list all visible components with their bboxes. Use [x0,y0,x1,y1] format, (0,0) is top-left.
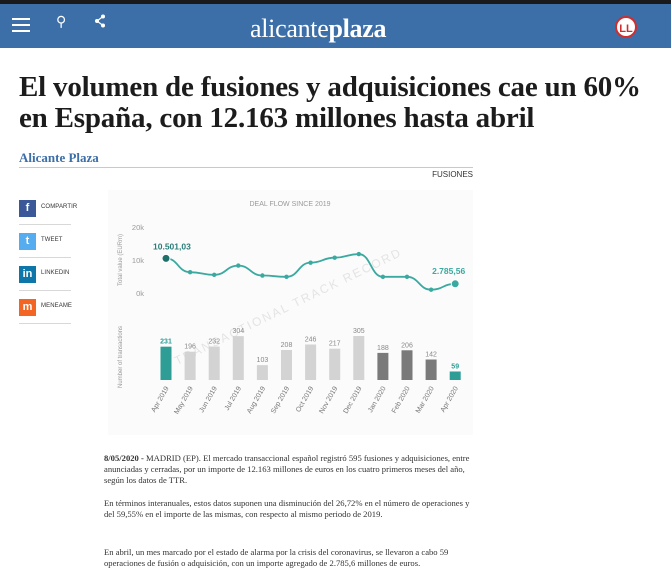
share-meneame-button[interactable]: m MENEAME [19,299,73,324]
y-tick-label: 0k [136,289,144,298]
share-label: TWEET [41,237,63,243]
bar [449,371,461,380]
bar-value-label: 142 [425,352,437,359]
bar-value-label: 305 [353,328,365,335]
line-label-last: 2.785,56 [432,266,465,276]
line-point [332,255,337,260]
share-linkedin-button[interactable]: in LINKEDIN [19,266,71,291]
share-label: LINKEDIN [41,270,70,276]
bar-value-label: 304 [232,328,244,335]
line-point [356,251,361,257]
line-point [161,253,171,263]
article-figure: FUSIONES TRANSACTIONAL TRACK RECORD DEAL … [100,170,475,435]
chart-background [108,190,473,435]
bar [208,346,220,380]
menu-icon[interactable] [12,18,30,32]
meneame-icon: m [19,299,36,316]
share-label: MENEAME [41,303,73,309]
bar [353,336,365,380]
bar-value-label: 231 [160,339,172,346]
line-point [308,260,313,265]
share-icon[interactable] [94,14,106,32]
line-point [187,270,193,275]
bar [401,350,413,380]
article-title: El volumen de fusiones y adquisiciones c… [19,71,641,134]
bar-value-label: 196 [184,344,196,351]
bar-value-label: 188 [377,345,389,352]
bar [232,336,244,380]
bar-value-label: 59 [451,363,459,370]
top-navigation-bar: ⚲ alicanteplaza LL [0,0,671,48]
line-point [260,273,265,278]
paragraph-3: En abril, un mes marcado por el estado d… [104,547,449,568]
y-axis-label-count: Number of transactions [118,326,124,388]
bar [305,344,317,380]
linkedin-icon: in [19,266,36,283]
bar-value-label: 246 [305,337,317,344]
bar [425,359,437,380]
line-point [428,287,434,292]
paragraph-1: 8/05/2020 - MADRID (EP). El mercado tran… [104,453,470,485]
bar-value-label: 103 [257,357,269,364]
share-facebook-button[interactable]: f COMPARTIR [19,200,77,225]
divider [19,167,473,168]
line-point [236,263,241,268]
line-point [284,274,289,280]
author-link[interactable]: Alicante Plaza [19,150,99,165]
paragraph-2: En términos interanuales, estos datos su… [104,498,470,519]
bar-value-label: 206 [401,342,413,349]
y-axis-label-value: Total value (EURm) [118,234,124,286]
facebook-icon: f [19,200,36,217]
bar-value-label: 232 [208,339,220,346]
bar [281,349,292,380]
line-point [212,272,217,278]
share-twitter-button[interactable]: t TWEET [19,233,71,258]
bar [256,365,268,380]
line-point [404,274,410,280]
line-point [450,279,460,289]
share-label: COMPARTIR [41,204,78,210]
twitter-icon: t [19,233,36,250]
ll-badge-icon[interactable]: LL [615,16,637,38]
bar-value-label: 217 [329,341,341,348]
bar [184,351,196,380]
line-point [380,274,386,280]
search-icon[interactable]: ⚲ [56,14,67,30]
bar [160,346,172,380]
figure-caption-label: FUSIONES [432,170,473,179]
y-tick-label: 20k [132,223,144,232]
article-date: 8/05/2020 - [104,453,144,463]
bar [377,352,389,380]
chart-title: DEAL FLOW SINCE 2019 [249,201,330,208]
bar-value-label: 208 [281,342,293,349]
y-tick-label: 10k [132,256,144,265]
site-logo[interactable]: alicanteplaza [250,14,387,43]
line-label-first: 10.501,03 [153,241,191,251]
bar [329,348,341,380]
